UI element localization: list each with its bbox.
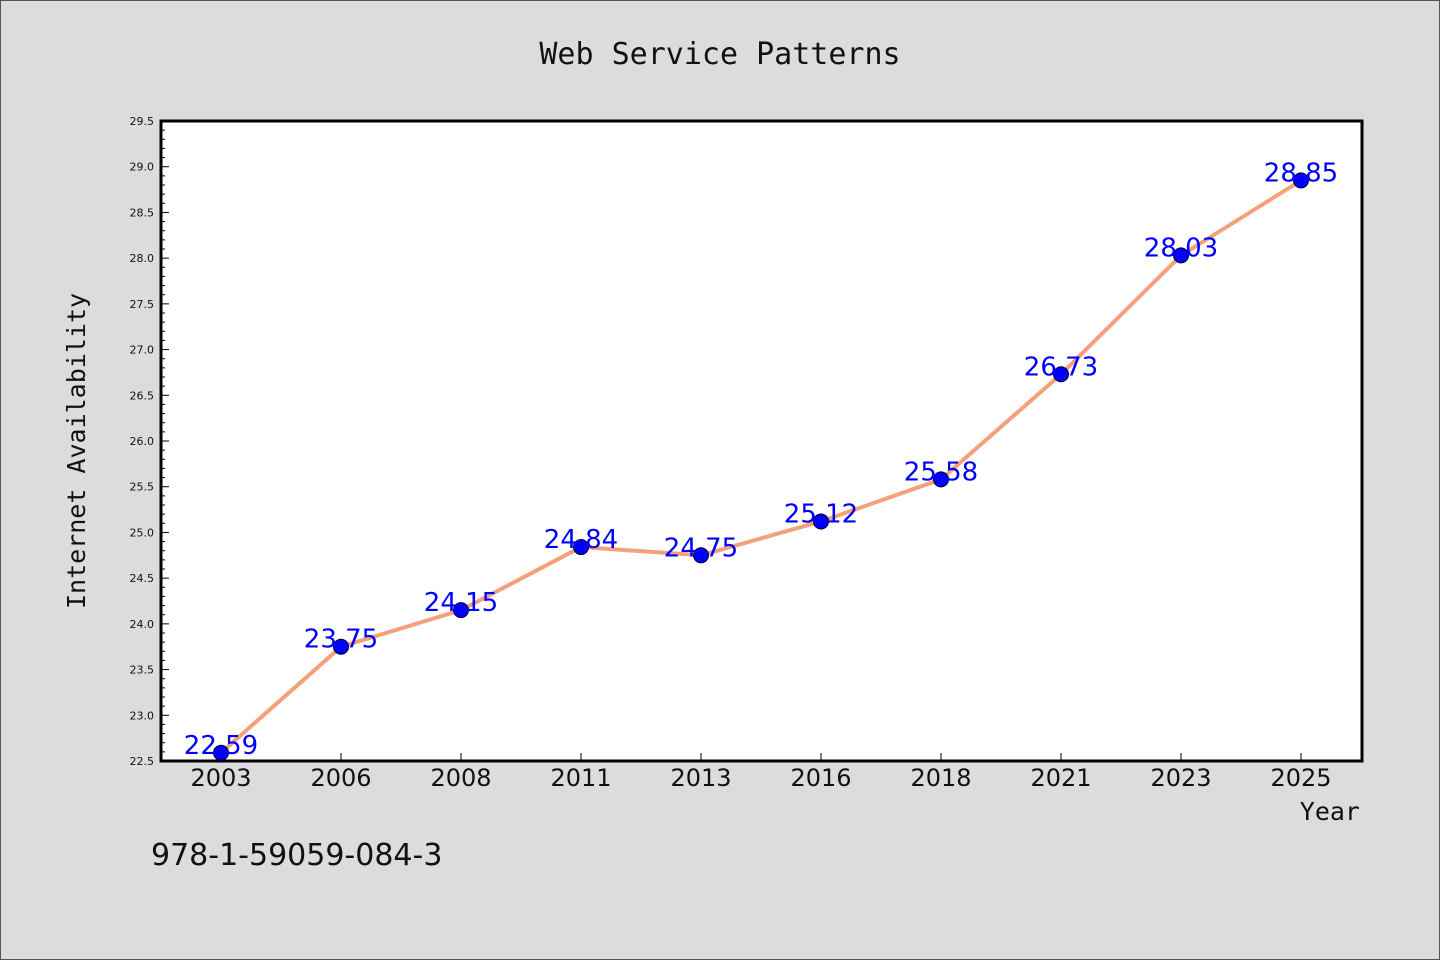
x-tick-label: 2023 [1150,764,1211,792]
y-tick-label: 27.0 [130,344,155,357]
x-tick-label: 2013 [670,764,731,792]
y-axis-ticks: 22.5 23.0 23.5 24.0 24.5 25.0 25.5 26.0 26.5 27.0… [130,115,169,768]
y-tick-label: 23.0 [130,709,155,722]
x-axis-ticks: 2003 2006 2008 2011 2013 2016 2018 2021 2023 2025 [190,753,1332,792]
x-tick-label: 2011 [550,764,611,792]
x-axis-label: Year [1300,797,1360,826]
x-tick-label: 2025 [1270,764,1331,792]
y-tick-label: 27.5 [130,298,155,311]
data-point [1293,172,1309,189]
data-label: 26.73 [1024,352,1098,382]
y-tick-label: 25.0 [130,526,155,539]
data-labels: 22.59 23.75 24.15 24.84 24.75 25.12 25.58 26.73… [184,158,1338,760]
x-tick-label: 2018 [910,764,971,792]
data-label: 28.03 [1144,233,1218,263]
y-tick-label: 22.5 [130,755,155,768]
y-tick-label: 24.0 [130,618,155,631]
x-tick-label: 2006 [310,764,371,792]
y-axis-label: Internet Availability [62,293,91,609]
y-tick-label: 26.0 [130,435,155,448]
data-point [333,638,349,655]
data-points [213,172,1309,761]
data-point [453,602,469,619]
data-point [213,744,229,761]
y-tick-label: 29.5 [130,115,155,128]
data-point [1053,366,1069,383]
data-label: 24.15 [424,588,498,618]
y-tick-label: 28.0 [130,252,155,265]
footer-code: 978-1-59059-084-3 [151,838,442,873]
y-tick-label: 25.5 [130,481,155,494]
chart-title: Web Service Patterns [539,37,900,72]
data-point [1173,247,1189,264]
data-point [933,471,949,488]
y-tick-label: 23.5 [130,664,155,677]
data-label: 28.85 [1264,158,1338,188]
x-tick-label: 2021 [1030,764,1091,792]
data-label: 24.84 [544,525,618,555]
data-label: 24.75 [664,533,738,563]
y-tick-label: 24.5 [130,572,155,585]
y-tick-label: 26.5 [130,389,155,402]
x-tick-label: 2003 [190,764,251,792]
data-label: 23.75 [304,625,378,655]
data-point [573,539,589,556]
plot-area [159,119,1364,763]
y-tick-label: 28.5 [130,206,155,219]
data-label: 25.12 [784,499,858,529]
y-tick-label: 29.0 [130,161,155,174]
data-label: 25.58 [904,457,978,487]
x-tick-label: 2008 [430,764,491,792]
series-line [219,178,1303,755]
data-point [813,513,829,530]
x-tick-label: 2016 [790,764,851,792]
data-point [693,547,709,564]
data-label: 22.59 [184,731,258,761]
